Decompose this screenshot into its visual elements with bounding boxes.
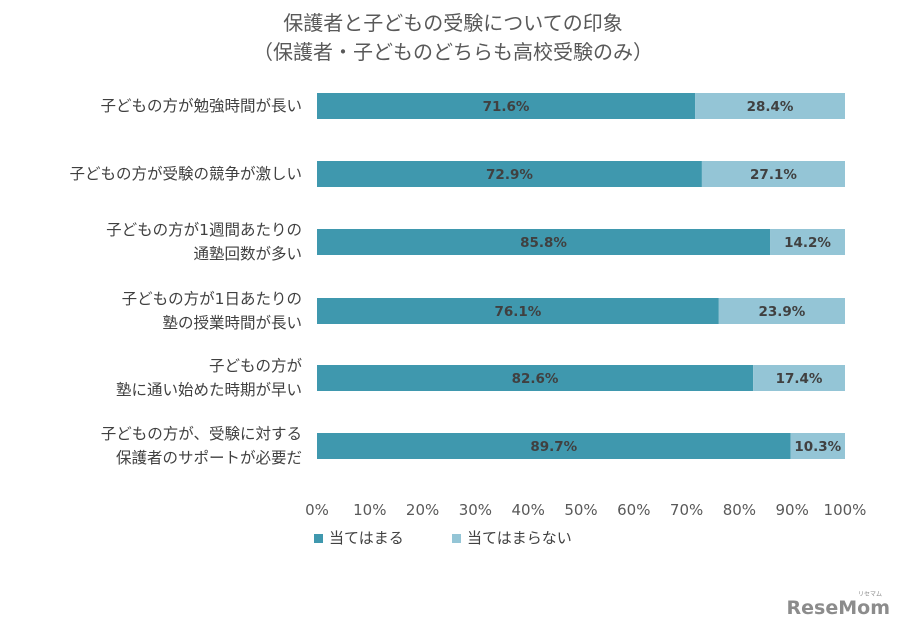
bar-segment-not-applies: [770, 229, 845, 255]
data-label: 10.3%: [794, 439, 841, 455]
data-label: 85.8%: [520, 235, 567, 251]
legend: 当てはまる 当てはまらない: [314, 529, 572, 547]
x-tick-label: 20%: [406, 501, 439, 519]
data-label: 14.2%: [784, 235, 831, 251]
bar-segment-applies: [317, 161, 702, 187]
x-tick-label: 100%: [824, 501, 867, 519]
x-tick-label: 40%: [512, 501, 545, 519]
x-tick-label: 50%: [564, 501, 597, 519]
category-label: 子どもの方が、受験に対する: [101, 425, 302, 443]
bar-segment-not-applies: [695, 93, 845, 119]
legend-swatch: [452, 534, 461, 543]
bar-segment-applies: [317, 298, 719, 324]
data-labels: 71.6% 28.4% 72.9% 27.1% 85.8% 14.2% 76.1% 23.9%…: [483, 99, 842, 455]
logo-text: ReseMom: [787, 597, 890, 619]
bar-segment-applies: [317, 433, 791, 459]
category-label: 保護者のサポートが必要だ: [116, 449, 302, 467]
legend-label: 当てはまる: [329, 529, 404, 547]
bars: [317, 93, 845, 459]
bar-segment-not-applies: [718, 298, 845, 324]
data-label: 27.1%: [750, 167, 797, 183]
chart-title-line: （保護者・子どものどちらも高校受験のみ）: [253, 40, 653, 64]
x-tick-label: 80%: [723, 501, 756, 519]
x-tick-label: 10%: [353, 501, 386, 519]
bar-segment-not-applies: [701, 161, 845, 187]
x-tick-label: 30%: [459, 501, 492, 519]
bar-segment-not-applies: [753, 365, 845, 391]
data-label: 28.4%: [747, 99, 794, 115]
legend-swatch: [314, 534, 323, 543]
data-label: 72.9%: [486, 167, 533, 183]
x-tick-label: 0%: [305, 501, 329, 519]
data-label: 17.4%: [776, 371, 823, 387]
category-label: 子どもの方が勉強時間が長い: [100, 97, 302, 115]
category-label: 塾の授業時間が長い: [162, 314, 302, 332]
category-label: 子どもの方が: [209, 357, 303, 375]
category-label: 通塾回数が多い: [193, 245, 302, 263]
category-label: 子どもの方が1週間あたりの: [106, 221, 302, 239]
category-label: 塾に通い始めた時期が早い: [116, 381, 302, 399]
x-axis-tick-labels: 0% 10% 20% 30% 40% 50% 60% 70% 80% 90% 100%: [305, 501, 866, 519]
chart-title: 保護者と子どもの受験についての印象 （保護者・子どものどちらも高校受験のみ）: [253, 11, 653, 64]
x-tick-label: 70%: [670, 501, 703, 519]
x-tick-label: 60%: [617, 501, 650, 519]
category-labels: 子どもの方が勉強時間が長い子どもの方が受験の競争が激しい子どもの方が1週間あたり…: [69, 97, 302, 467]
bar-segment-applies: [317, 365, 754, 391]
data-label: 82.6%: [512, 371, 559, 387]
logo-kana: リセマム: [858, 591, 882, 598]
x-tick-label: 90%: [776, 501, 809, 519]
data-label: 23.9%: [758, 304, 805, 320]
bar-segment-applies: [317, 229, 771, 255]
data-label: 71.6%: [483, 99, 530, 115]
category-label: 子どもの方が受験の競争が激しい: [69, 165, 302, 183]
data-label: 76.1%: [494, 304, 541, 320]
bar-segment-applies: [317, 93, 696, 119]
data-label: 89.7%: [530, 439, 577, 455]
legend-label: 当てはまらない: [467, 529, 572, 547]
bar-segment-not-applies: [790, 433, 845, 459]
category-label: 子どもの方が1日あたりの: [122, 290, 302, 308]
chart-title-line: 保護者と子どもの受験についての印象: [283, 11, 622, 35]
